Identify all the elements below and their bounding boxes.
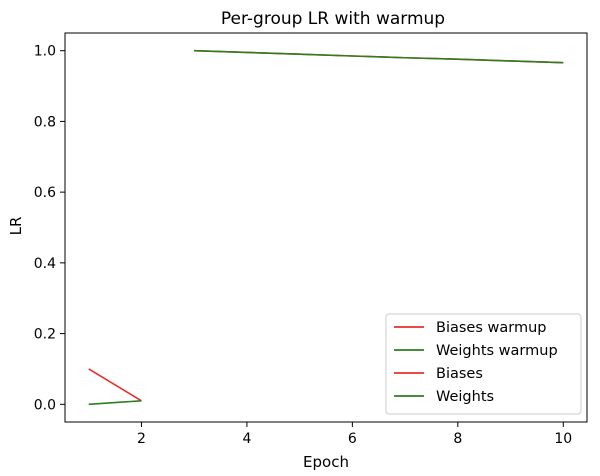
chart-title: Per-group LR with warmup xyxy=(221,9,445,29)
y-tick-label: 1.0 xyxy=(34,44,56,60)
y-axis: 0.0 0.2 0.4 0.6 0.8 1.0 xyxy=(34,44,65,413)
legend-label: Biases warmup xyxy=(436,320,546,336)
y-axis-title: LR xyxy=(7,217,25,236)
y-tick-label: 0.4 xyxy=(34,256,56,272)
x-axis-title: Epoch xyxy=(303,453,349,471)
x-tick-label: 6 xyxy=(348,431,357,447)
plot-area xyxy=(88,49,564,406)
plot-frame xyxy=(64,32,588,423)
legend-label: Weights warmup xyxy=(436,343,558,359)
y-tick-label: 0.8 xyxy=(34,114,56,130)
x-tick-label: 8 xyxy=(453,431,462,447)
series-line-4 xyxy=(194,49,564,64)
series-line-1 xyxy=(88,368,142,402)
x-tick-label: 10 xyxy=(554,431,572,447)
legend-box xyxy=(385,313,582,415)
series-line-2 xyxy=(88,399,142,406)
legend-label: Biases xyxy=(436,366,483,382)
y-tick-label: 0.0 xyxy=(34,397,56,413)
x-tick-label: 2 xyxy=(137,431,146,447)
y-tick-label: 0.6 xyxy=(34,185,56,201)
legend: Biases warmup Weights warmup Biases Weights xyxy=(385,313,582,415)
x-axis: 2 4 6 8 10 xyxy=(137,422,572,447)
x-tick-label: 4 xyxy=(242,431,251,447)
legend-label: Weights xyxy=(436,389,494,405)
y-tick-label: 0.2 xyxy=(34,327,56,343)
